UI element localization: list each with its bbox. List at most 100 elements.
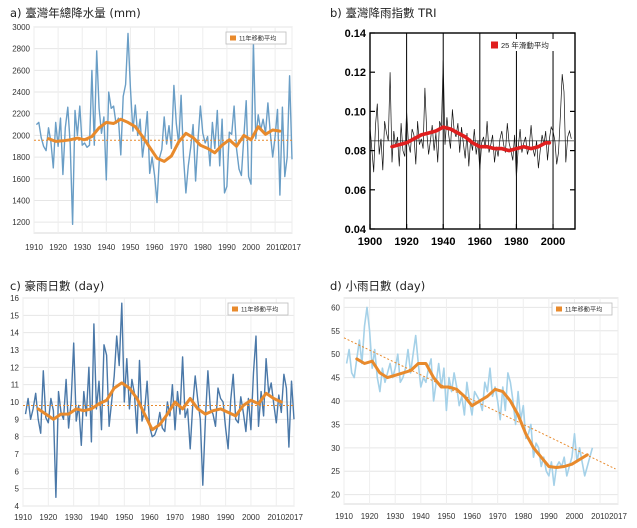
x-tick-label: 1980 bbox=[191, 513, 209, 522]
x-tick-label: 1940 bbox=[90, 513, 108, 522]
legend-box bbox=[551, 302, 613, 316]
x-tick-label: 2010 bbox=[266, 243, 284, 252]
x-tick-label: 1970 bbox=[166, 513, 184, 522]
tri-series-line bbox=[369, 60, 572, 179]
x-tick-label: 2017 bbox=[285, 513, 303, 522]
x-tick-label: 1960 bbox=[463, 512, 481, 521]
legend-label: 25 年滑動平均 bbox=[501, 40, 549, 50]
y-tick-label: 30 bbox=[331, 444, 340, 453]
y-tick-label: 0.04 bbox=[345, 224, 367, 236]
x-tick-label: 1940 bbox=[412, 512, 430, 521]
x-tick-label: 1930 bbox=[386, 512, 404, 521]
panel-taiwan-rainfall-index: b) 臺灣降雨指數 TRI 0.04 0.06 0.08 0.10 0.12 0.14 19… bbox=[318, 0, 637, 262]
legend-swatch bbox=[491, 41, 498, 49]
x-tick-label: 1930 bbox=[73, 243, 91, 252]
x-tick-label: 1970 bbox=[489, 512, 507, 521]
y-tick-label: 20 bbox=[331, 491, 340, 500]
y-tick-label: 11 bbox=[11, 381, 20, 390]
legend-swatch bbox=[556, 306, 562, 312]
y-tick-label: 14 bbox=[10, 329, 19, 338]
x-tick-label: 2000 bbox=[566, 512, 584, 521]
light-rain-days-chart: 20 25 30 35 40 45 50 55 60 1910 1920 1930 1940 1950 19… bbox=[331, 297, 627, 521]
y-tick-label: 12 bbox=[10, 363, 19, 372]
x-tick-label: 1990 bbox=[218, 243, 236, 252]
y-tick-label: 2800 bbox=[12, 45, 30, 54]
x-tick-label: 1930 bbox=[65, 513, 83, 522]
y-tick-label: 13 bbox=[10, 346, 19, 355]
moving-average-line bbox=[36, 381, 283, 432]
chart-title: b) 臺灣降雨指數 TRI bbox=[330, 6, 437, 20]
legend-box bbox=[227, 302, 289, 316]
y-tick-label: 55 bbox=[331, 327, 340, 336]
chart-title: d) 小雨日數 (day) bbox=[330, 279, 426, 293]
x-tick-label: 1980 bbox=[504, 236, 528, 248]
y-tick-label: 7 bbox=[15, 450, 20, 459]
y-tick-label: 10 bbox=[10, 398, 19, 407]
y-tick-label: 45 bbox=[331, 374, 340, 383]
x-tick-label: 1950 bbox=[122, 243, 140, 252]
y-tick-label: 16 bbox=[10, 294, 19, 303]
moving-average-line bbox=[47, 117, 282, 163]
x-tick-label: 1940 bbox=[97, 243, 115, 252]
y-tick-label: 0.12 bbox=[345, 67, 366, 79]
y-tick-label: 1200 bbox=[12, 218, 30, 227]
y-tick-label: 2200 bbox=[12, 110, 30, 119]
moving-average-line bbox=[355, 357, 589, 469]
panel-heavy-rain-days: c) 豪雨日數 (day) 4 5 6 7 8 9 10 11 12 13 14 15 16 1910 19… bbox=[0, 266, 320, 528]
x-tick-label: 2000 bbox=[242, 513, 260, 522]
moving-average-line bbox=[390, 125, 552, 153]
y-tick-label: 1800 bbox=[12, 153, 30, 162]
legend-swatch bbox=[232, 306, 238, 312]
legend-box bbox=[489, 39, 569, 51]
x-tick-label: 1920 bbox=[361, 512, 379, 521]
annual-series-line bbox=[35, 32, 293, 226]
tri-chart: 0.04 0.06 0.08 0.10 0.12 0.14 1900 1920 1940 1960… bbox=[345, 28, 576, 248]
y-tick-label: 0.14 bbox=[345, 28, 367, 40]
chart-title: a) 臺灣年總降水量 (mm) bbox=[10, 6, 141, 20]
x-tick-label: 1920 bbox=[39, 513, 57, 522]
y-tick-label: 40 bbox=[331, 397, 340, 406]
x-tick-label: 1970 bbox=[170, 243, 188, 252]
x-tick-label: 1980 bbox=[194, 243, 212, 252]
x-tick-label: 1910 bbox=[14, 513, 32, 522]
legend-label: 11年移動平均 bbox=[241, 306, 278, 314]
x-tick-label: 1950 bbox=[115, 513, 133, 522]
legend-swatch bbox=[230, 35, 236, 41]
x-tick-label: 1950 bbox=[438, 512, 456, 521]
x-tick-label: 1910 bbox=[25, 243, 43, 252]
x-tick-label: 2010 bbox=[267, 513, 285, 522]
x-tick-label: 1900 bbox=[358, 236, 382, 248]
legend-label: 11年移動平均 bbox=[565, 306, 602, 314]
x-tick-label: 1920 bbox=[394, 236, 418, 248]
x-tick-label: 2017 bbox=[283, 243, 301, 252]
y-tick-label: 9 bbox=[15, 415, 20, 424]
chart-title: c) 豪雨日數 (day) bbox=[10, 279, 105, 293]
x-tick-label: 1910 bbox=[335, 512, 353, 521]
y-tick-label: 50 bbox=[331, 350, 340, 359]
x-tick-label: 2000 bbox=[242, 243, 260, 252]
y-tick-label: 0.06 bbox=[345, 185, 366, 197]
x-tick-label: 2017 bbox=[609, 512, 627, 521]
y-tick-label: 15 bbox=[10, 311, 19, 320]
y-tick-label: 3000 bbox=[12, 23, 30, 32]
y-tick-label: 2600 bbox=[12, 66, 30, 75]
x-tick-label: 1990 bbox=[540, 512, 558, 521]
y-tick-label: 4 bbox=[15, 502, 20, 511]
x-tick-label: 1940 bbox=[431, 236, 455, 248]
y-tick-label: 25 bbox=[331, 467, 340, 476]
y-tick-label: 6 bbox=[15, 467, 20, 476]
panel-annual-precipitation: a) 臺灣年總降水量 (mm) 1200 1400 1600 1800 2000 2200… bbox=[0, 0, 320, 262]
y-tick-label: 2400 bbox=[12, 88, 30, 97]
heavy-rain-days-chart: 4 5 6 7 8 9 10 11 12 13 14 15 16 1910 1920 1930 1940 1950… bbox=[10, 294, 303, 522]
x-tick-label: 1960 bbox=[146, 243, 164, 252]
legend-label: 11年移動平均 bbox=[239, 35, 276, 43]
x-tick-label: 1980 bbox=[514, 512, 532, 521]
y-tick-label: 5 bbox=[15, 485, 20, 494]
y-tick-label: 60 bbox=[331, 303, 340, 312]
x-tick-label: 2010 bbox=[591, 512, 609, 521]
x-tick-label: 1920 bbox=[49, 243, 67, 252]
y-tick-label: 1600 bbox=[12, 175, 30, 184]
annual-series-line bbox=[24, 302, 295, 499]
y-tick-label: 2000 bbox=[12, 131, 30, 140]
y-tick-label: 0.10 bbox=[345, 106, 366, 118]
